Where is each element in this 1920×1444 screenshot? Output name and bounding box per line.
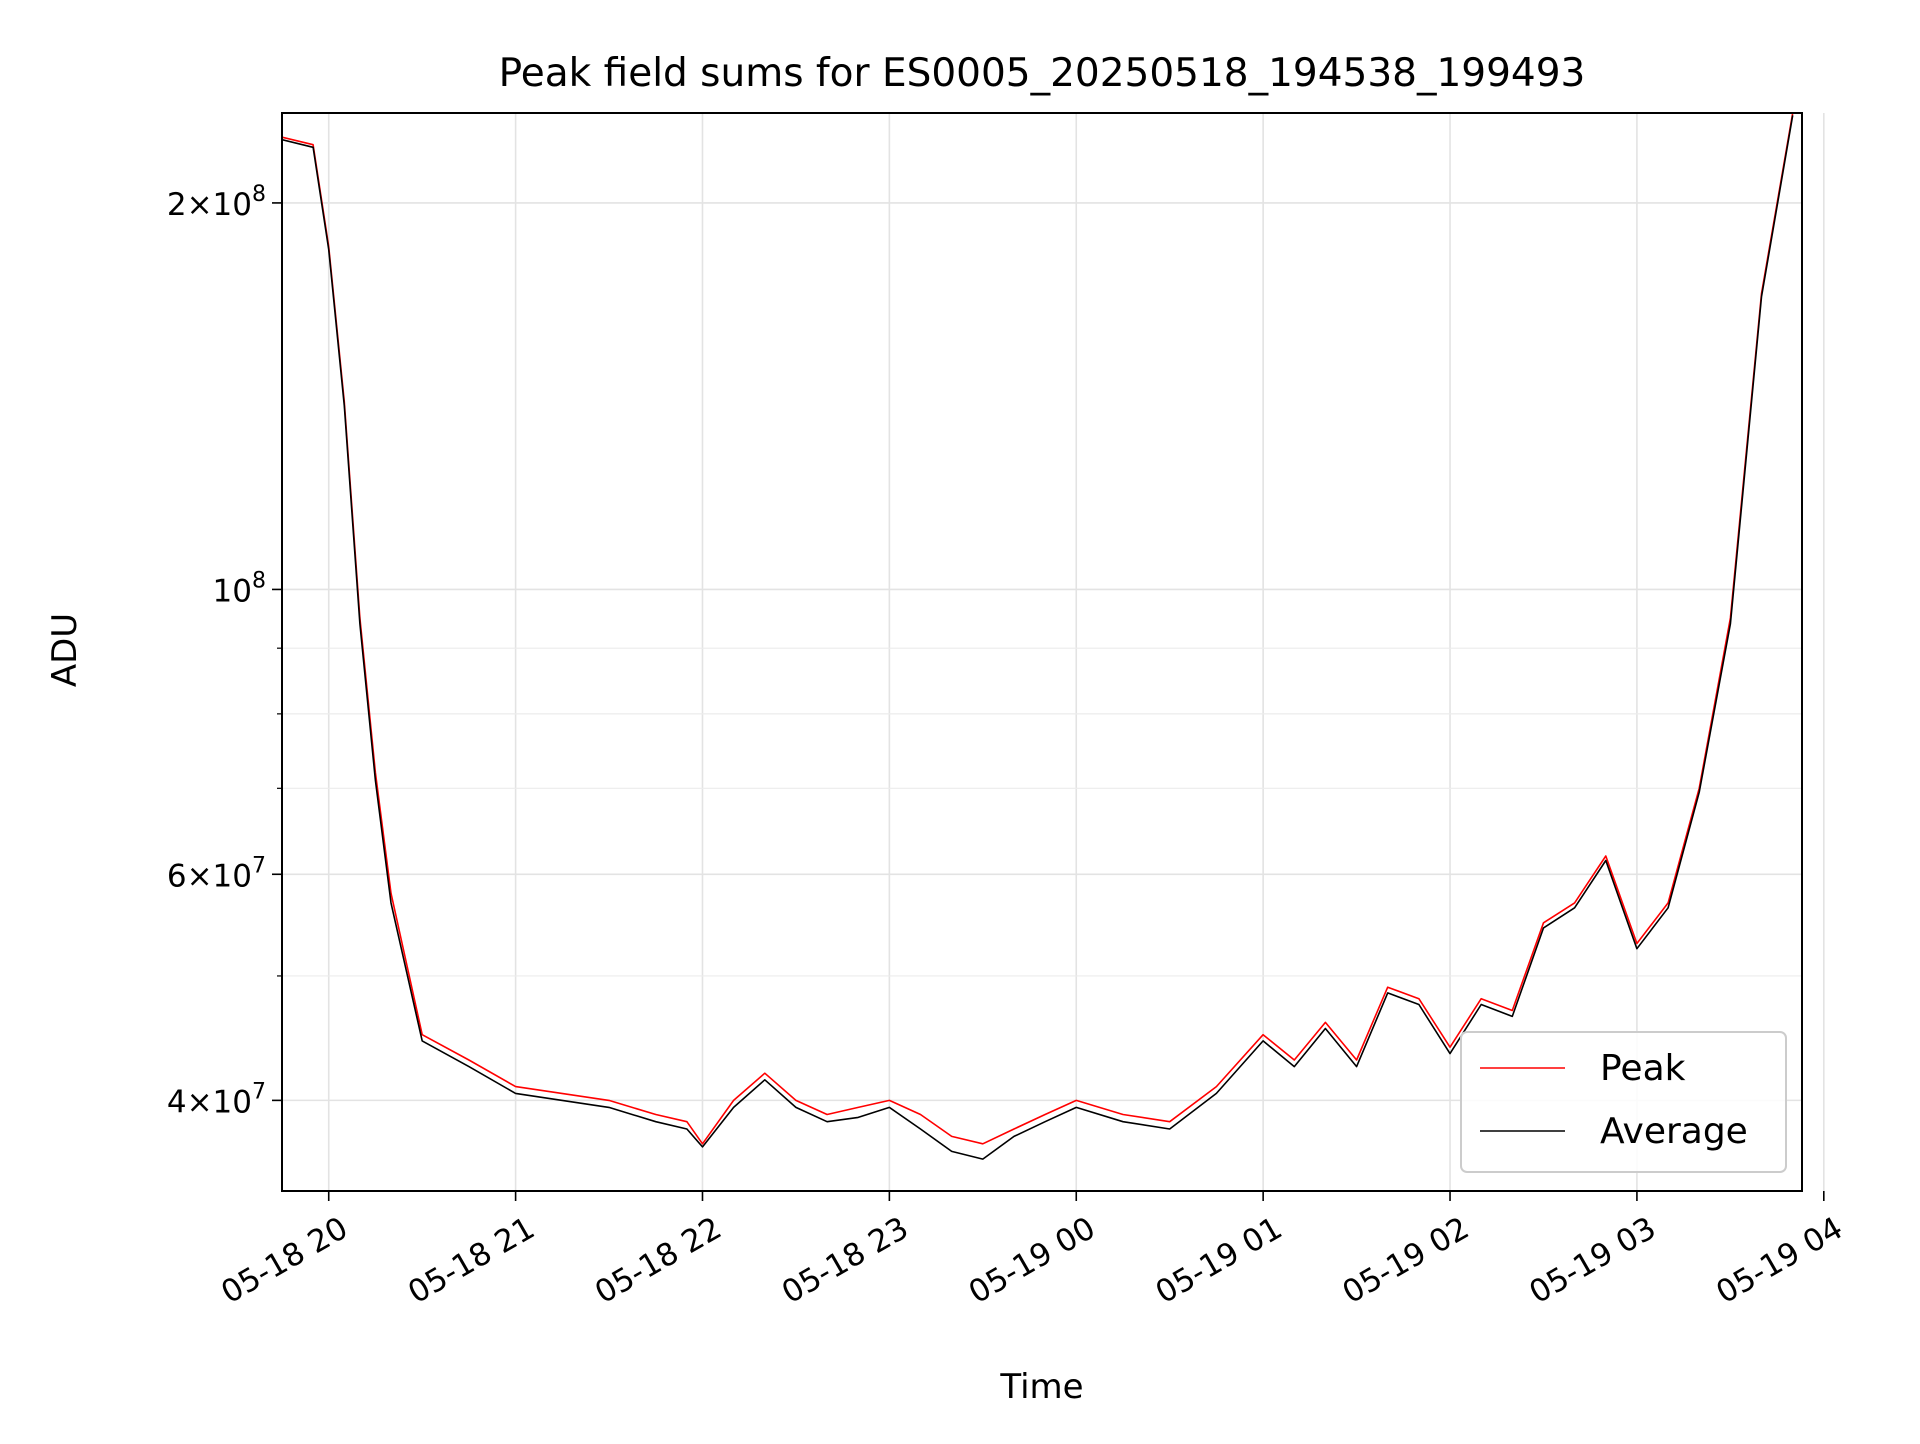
legend: Peak Average	[1460, 1031, 1787, 1173]
gridlines	[282, 113, 1825, 1191]
x-tick-label: 05-18 20	[215, 1210, 354, 1311]
series-line-average	[282, 115, 1794, 1160]
y-tick-label: 6×107	[167, 853, 266, 894]
x-axis-label: Time	[999, 1367, 1083, 1407]
series-line-peak	[282, 113, 1794, 1145]
y-tick-label: 4×107	[167, 1079, 266, 1120]
x-tick-label: 05-18 22	[589, 1210, 728, 1311]
x-tick-label: 05-19 02	[1337, 1210, 1476, 1311]
x-tick-label: 05-18 23	[776, 1210, 915, 1311]
x-tick-label: 05-19 03	[1523, 1210, 1662, 1311]
plot-series	[282, 113, 1794, 1160]
x-tick-label: 05-18 21	[402, 1210, 541, 1311]
x-tick-label: 05-19 04	[1710, 1210, 1849, 1311]
plot-frame	[281, 112, 1803, 1192]
chart-title: Peak field sums for ES0005_20250518_1945…	[499, 51, 1586, 96]
y-tick-label: 2×108	[167, 182, 266, 223]
y-tick-label: 108	[213, 568, 266, 609]
y-axis-label: ADU	[45, 613, 85, 687]
x-tick-label: 05-19 01	[1150, 1210, 1289, 1311]
legend-box	[1460, 1031, 1787, 1173]
legend-label-average: Average	[1600, 1111, 1748, 1152]
legend-label-peak: Peak	[1600, 1048, 1686, 1089]
x-tick-label: 05-19 00	[963, 1210, 1102, 1311]
